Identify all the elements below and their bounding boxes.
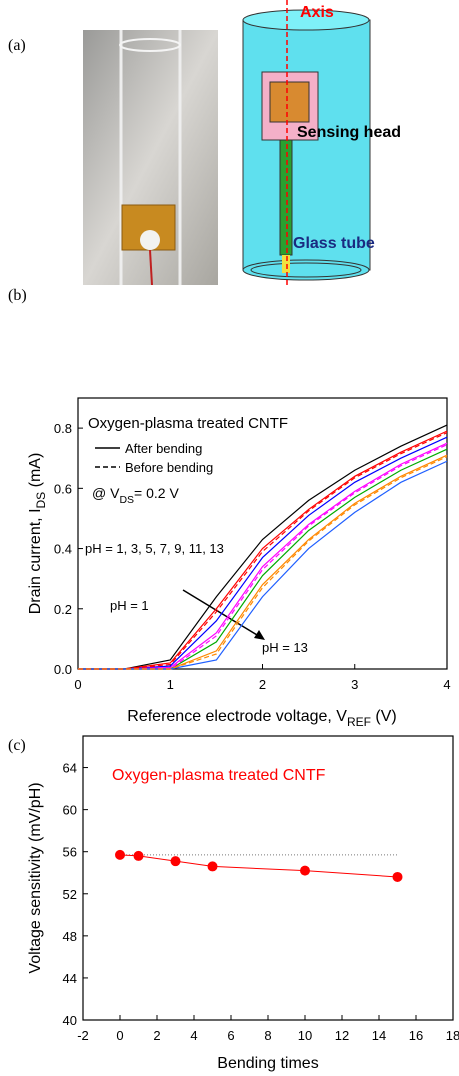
annotation: Sensing head	[297, 124, 401, 141]
y-axis-label: Drain current, IDS (mA)	[27, 453, 48, 615]
trend-line	[119, 854, 398, 878]
x-tick-label: 4	[190, 1028, 197, 1043]
point	[170, 856, 181, 867]
curve	[78, 430, 448, 670]
annotation: pH = 1	[110, 598, 149, 613]
y-tick-label: 0.2	[54, 602, 72, 617]
y-tick-label: 0.8	[54, 421, 72, 436]
x-tick-label: 1	[167, 677, 174, 692]
curve	[78, 444, 448, 670]
curve	[78, 424, 448, 670]
panel-label: (c)	[8, 737, 26, 754]
chart-title: Oxygen-plasma treated CNTF	[112, 767, 326, 784]
y-tick-label: 60	[63, 803, 77, 818]
x-tick-label: 16	[409, 1028, 423, 1043]
legend-label: After bending	[125, 441, 202, 456]
y-axis-label-part: Drain current, I	[27, 508, 44, 614]
y-axis-label-sub: DS	[34, 492, 48, 509]
photo	[83, 30, 218, 286]
condition-part: @ V	[92, 485, 120, 501]
arrow-head	[254, 630, 265, 640]
y-tick-label: 0.4	[54, 542, 72, 557]
x-axis-label-part: (V)	[371, 708, 397, 725]
condition-sub: DS	[119, 494, 134, 506]
point	[300, 865, 310, 876]
x-tick-label: 12	[335, 1028, 349, 1043]
condition-part: = 0.2 V	[134, 485, 179, 501]
y-tick-label: 64	[63, 761, 77, 776]
y-tick-label: 52	[63, 887, 77, 902]
panel-label: (b)	[8, 287, 27, 304]
point	[207, 861, 218, 872]
tube-diagram	[242, 0, 371, 285]
x-axis-label-sub: REF	[347, 715, 371, 729]
annotation: Glass tube	[293, 235, 375, 252]
curve	[78, 442, 448, 670]
x-tick-label: 14	[372, 1028, 386, 1043]
x-tick-label: 3	[351, 677, 358, 692]
annotation: pH = 13	[262, 640, 308, 655]
arrow	[182, 589, 263, 639]
annotation: pH = 1, 3, 5, 7, 9, 11, 13	[85, 541, 224, 556]
curve	[78, 460, 448, 670]
point	[392, 871, 403, 882]
chart-title: Oxygen-plasma treated CNTF	[88, 415, 288, 432]
x-tick-label: 10	[298, 1028, 312, 1043]
x-tick-label: 0	[116, 1028, 123, 1043]
y-axis-label-part: (mA)	[27, 453, 44, 492]
plot-frame	[77, 397, 448, 670]
x-tick-label: 8	[264, 1028, 271, 1043]
point	[115, 849, 125, 860]
y-tick-label: 0.0	[54, 662, 72, 677]
x-axis-label: Reference electrode voltage, VREF (V)	[127, 708, 396, 729]
y-tick-label: 40	[63, 1013, 77, 1028]
x-tick-label: 4	[443, 677, 450, 692]
x-axis-label: Bending times	[217, 1055, 318, 1072]
x-tick-label: 2	[153, 1028, 160, 1043]
panel-label: (a)	[8, 37, 26, 54]
y-tick-label: 48	[63, 929, 77, 944]
x-tick-label: -2	[77, 1028, 89, 1043]
y-tick-label: 0.6	[54, 481, 72, 496]
legend-label: Before bending	[125, 460, 213, 475]
x-axis-label-part: Reference electrode voltage, V	[127, 708, 347, 725]
x-tick-label: 2	[259, 677, 266, 692]
x-tick-label: 6	[227, 1028, 234, 1043]
x-tick-label: 18	[446, 1028, 459, 1043]
condition: @ VDS= 0.2 V	[92, 485, 179, 506]
y-tick-label: 56	[63, 845, 77, 860]
y-axis-label: Voltage sensitivity (mV/pH)	[27, 782, 44, 973]
x-tick-label: 0	[74, 677, 81, 692]
annotation: Axis	[300, 4, 334, 21]
y-tick-label: 44	[63, 971, 77, 986]
point	[133, 850, 144, 861]
